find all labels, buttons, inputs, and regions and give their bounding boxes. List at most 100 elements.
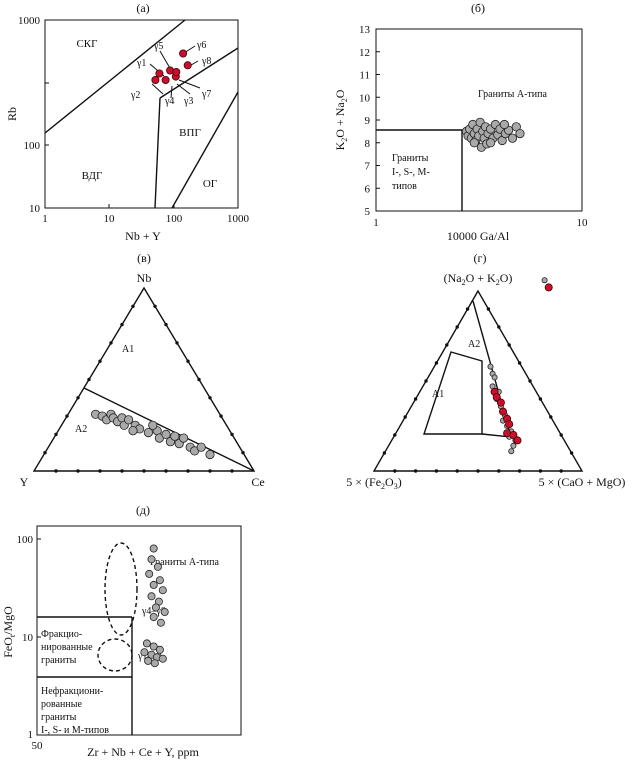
panel-g-point-red	[492, 393, 501, 402]
panel-b-field-isms: I-, S-, M-	[392, 167, 430, 178]
panel-g-field-a1: A1	[432, 389, 444, 400]
panel-d-ytick: 10	[22, 632, 34, 644]
panel-a-label-g6: γ6	[196, 40, 206, 51]
panel-b: (б) 13 12 11 10 9 8 7 6 5 1 10 10000 Ga/Al K2O +…	[333, 1, 588, 243]
panel-d-points	[140, 544, 169, 668]
panel-d-cluster-upper	[104, 542, 138, 636]
panel-a-points	[151, 49, 192, 85]
panel-d-point	[155, 645, 164, 654]
panel-g-tick	[403, 415, 407, 419]
panel-v-apex-right: Ce	[251, 475, 264, 489]
panel-d-point	[144, 656, 153, 665]
panel-a-label-g7: γ7	[201, 89, 211, 100]
panel-v-tick	[65, 414, 69, 418]
panel-b-field-isms: Граниты	[392, 153, 429, 164]
panel-d-field-unfractionated: рованные	[41, 699, 82, 710]
panel-v-tick	[142, 469, 146, 473]
panel-a-boundary	[154, 97, 161, 209]
panel-v-field-a1: A1	[122, 344, 134, 355]
panel-a-field-vdg: ВДГ	[82, 170, 103, 182]
panel-d-point	[160, 608, 169, 617]
panel-g-tick	[434, 469, 439, 473]
panel-g-point-red	[513, 436, 522, 445]
panel-b-ytick: 5	[365, 206, 371, 218]
panel-a-point	[183, 61, 192, 70]
panel-d-point	[149, 613, 158, 622]
panel-d-field-fractionated: граниты	[41, 655, 77, 666]
panel-g: (г) (Na2O + K2O) 5 × (Fe2O3) 5 × (CaO + …	[346, 251, 625, 491]
panel-v-tick	[230, 432, 234, 437]
panel-g-point-red	[498, 407, 507, 416]
panel-a-frame	[44, 19, 239, 209]
panel-g-point-gray	[491, 374, 498, 381]
panel-g-tick	[476, 469, 480, 473]
panel-a: (а) 1000 100 10 1 10 100 1000 Rb Nb + Y …	[5, 1, 250, 243]
panel-d-field-fractionated: нированные	[41, 642, 93, 653]
panel-v-triangle	[32, 286, 256, 472]
panel-a-field-skg: СКГ	[76, 38, 97, 50]
panel-b-point	[469, 138, 479, 148]
panel-g-apex-top: (Na2O + K2O)	[444, 271, 513, 287]
panel-a-boundary	[171, 91, 239, 209]
panel-v-points	[91, 409, 215, 460]
panel-a-boundary	[44, 19, 186, 134]
panel-v-letter: (в)	[137, 251, 151, 265]
panel-g-field-a2: A2	[468, 339, 480, 350]
panel-v-tick	[120, 469, 124, 473]
panel-b-field-atype: Граниты А-типа	[478, 89, 548, 100]
panel-b-points	[461, 117, 525, 152]
panel-d-point	[150, 659, 159, 668]
panel-a-label-g4: γ4	[164, 96, 174, 107]
panel-g-tick	[549, 415, 553, 419]
panel-b-ytick: 9	[365, 115, 371, 127]
panel-g-tick	[569, 451, 574, 455]
panel-g-point-gray	[510, 442, 517, 449]
panel-g-tick	[517, 361, 522, 365]
panel-v-boundary	[83, 387, 255, 472]
panel-b-ytick: 13	[359, 24, 371, 36]
panel-v-tick	[219, 414, 223, 418]
panel-a-ytick: 1000	[18, 15, 41, 27]
panel-a-field-vpg: ВПГ	[179, 127, 201, 139]
panel-v-tick	[175, 341, 179, 345]
panel-a-boundary	[159, 47, 239, 99]
panel-g-ticks	[382, 307, 574, 473]
panel-a-letter: (а)	[136, 1, 149, 15]
panel-d-field-unfractionated: Нефракциони-	[41, 686, 103, 697]
panel-v-point	[205, 449, 215, 460]
panel-v-point	[124, 415, 134, 425]
panel-g-point-red	[496, 398, 505, 407]
panel-a-point	[172, 68, 181, 77]
panel-v-point	[161, 429, 171, 439]
panel-v-tick	[153, 304, 157, 308]
panel-d-point	[153, 562, 162, 571]
panel-d-letter: (д)	[136, 503, 150, 517]
panel-d-ytick: 100	[17, 534, 34, 546]
panel-d-point	[158, 654, 167, 663]
panel-v-tick	[197, 377, 201, 382]
panel-v-tick	[76, 469, 80, 473]
panel-a-ylabel: Rb	[5, 107, 19, 121]
panel-v-tick	[241, 451, 245, 455]
panel-v-apex-top: Nb	[137, 271, 152, 285]
panel-b-xtick: 1	[373, 217, 379, 229]
panel-b-xlabel: 10000 Ga/Al	[447, 229, 510, 243]
panel-a-leader	[176, 83, 191, 95]
panel-a-ytick: 100	[24, 140, 41, 152]
panel-g-point-red	[505, 420, 514, 429]
panel-v-apex-left: Y	[20, 475, 29, 489]
panel-b-xtick: 10	[577, 217, 589, 229]
panel-a-point	[161, 76, 170, 85]
panel-g-tick	[507, 343, 511, 347]
panel-g-tick	[413, 469, 418, 473]
panel-v-tick	[109, 341, 113, 345]
panel-a-ytick: 10	[29, 203, 41, 215]
panel-d-point	[142, 639, 151, 648]
panel-d-ylabel: FeOt/MgO	[1, 606, 17, 658]
panel-a-label-g5: γ5	[153, 41, 163, 52]
panel-v-tick	[98, 359, 102, 363]
panel-v-point	[196, 442, 206, 452]
panel-a-label-g3: γ3	[183, 96, 193, 107]
panel-d-point	[140, 648, 149, 657]
panel-d-xtick: 50	[32, 740, 44, 752]
